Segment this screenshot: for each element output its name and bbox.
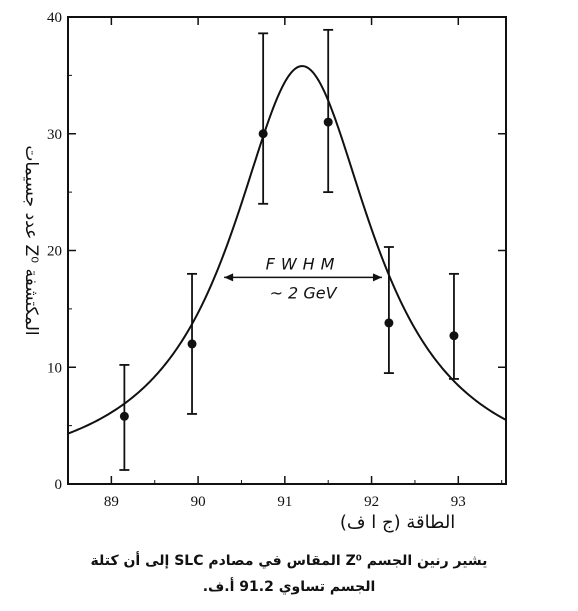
y-tick-label: 0 bbox=[55, 477, 63, 493]
axes-frame bbox=[67, 16, 507, 485]
fwhm-annotation: FWHM ~ 2 GeV bbox=[224, 254, 382, 302]
chart: 89 90 91 92 93 0 10 20 30 40 FWHM ~ 2 GeV عدد جس… bbox=[21, 10, 507, 533]
y-tick-label: 10 bbox=[47, 360, 62, 376]
data-point bbox=[323, 117, 333, 127]
x-tick-label: 89 bbox=[104, 494, 119, 510]
fwhm-arrowhead-left bbox=[224, 273, 234, 282]
fwhm-arrowhead-right bbox=[372, 273, 382, 282]
x-tick-label: 91 bbox=[277, 494, 292, 510]
x-axis-label: الطاقة (ج ا ف) bbox=[340, 512, 455, 533]
y-tick-label: 40 bbox=[47, 10, 62, 26]
caption-line-1: يشير رنين الجسم Z⁰ المقاس في مصادم SLC إ… bbox=[90, 553, 488, 569]
fit-curve bbox=[67, 65, 507, 435]
y-tick-label: 30 bbox=[47, 127, 62, 143]
figure-caption: يشير رنين الجسم Z⁰ المقاس في مصادم SLC إ… bbox=[40, 548, 538, 600]
data-point bbox=[384, 318, 394, 328]
data-points bbox=[119, 28, 459, 471]
data-point bbox=[119, 411, 129, 421]
fwhm-value-label: ~ 2 GeV bbox=[270, 283, 338, 302]
data-point bbox=[187, 339, 197, 349]
x-tick-label: 90 bbox=[191, 494, 206, 510]
data-point bbox=[449, 331, 459, 341]
tick-marks bbox=[68, 16, 506, 485]
fwhm-label: FWHM bbox=[266, 254, 341, 273]
plot-frame bbox=[67, 16, 507, 485]
x-tick-label: 92 bbox=[364, 494, 379, 510]
y-tick-label: 20 bbox=[47, 244, 62, 260]
y-axis-label: عدد جسيمات Z⁰ المكتشفة bbox=[21, 145, 41, 335]
x-tick-labels: 89 90 91 92 93 bbox=[104, 494, 466, 510]
y-tick-labels: 0 10 20 30 40 bbox=[47, 10, 62, 493]
data-point bbox=[258, 129, 268, 139]
x-tick-label: 93 bbox=[451, 494, 466, 510]
caption-line-2: الجسم تساوي 91.2 أ.ف. bbox=[202, 579, 376, 595]
